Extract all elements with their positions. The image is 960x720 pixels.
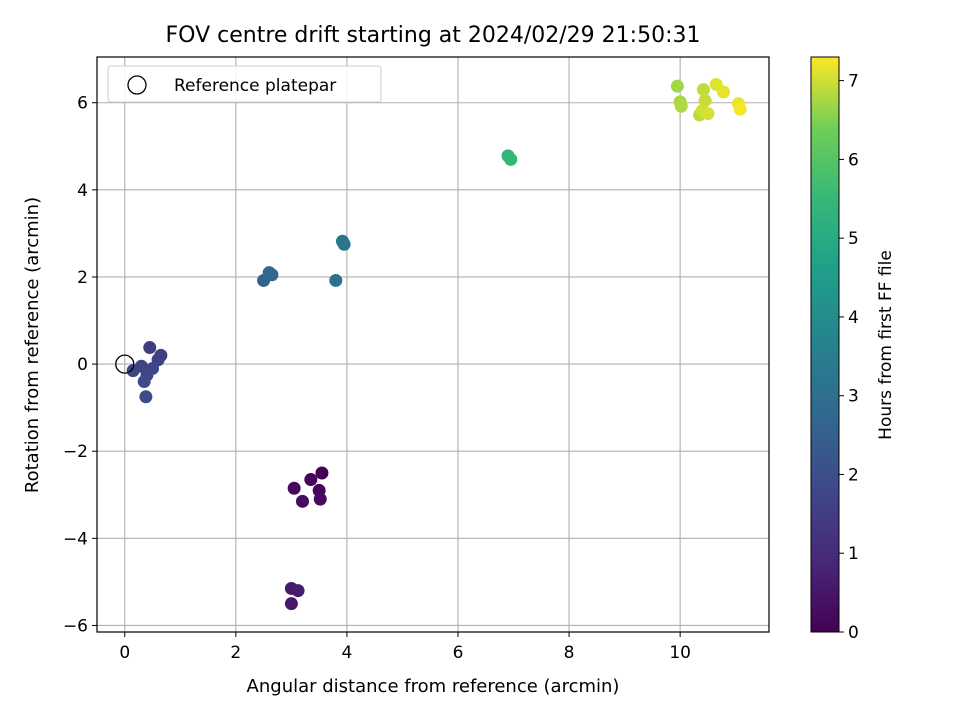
x-tick-label: 6 [453, 643, 464, 663]
data-point [137, 375, 151, 389]
grid-lines [97, 57, 769, 632]
data-point [337, 237, 351, 251]
colorbar-tick-label: 5 [848, 229, 859, 249]
data-point [313, 492, 327, 506]
data-point [670, 79, 684, 93]
x-tick-label: 0 [119, 643, 130, 663]
y-tick-label: −6 [63, 616, 88, 636]
colorbar-tick-label: 6 [848, 150, 859, 170]
x-tick-label: 2 [230, 643, 241, 663]
colorbar-tick-label: 3 [848, 387, 859, 407]
y-tick-label: 6 [77, 94, 88, 114]
legend-label: Reference platepar [174, 76, 336, 96]
data-point [265, 268, 279, 282]
data-point [139, 390, 153, 404]
x-axis-label: Angular distance from reference (arcmin) [247, 676, 620, 697]
data-point [284, 597, 298, 611]
colorbar-label: Hours from first FF file [876, 250, 896, 440]
data-point [291, 584, 305, 598]
x-tick-label: 10 [669, 643, 691, 663]
data-point [733, 102, 747, 116]
data-point [329, 273, 343, 287]
y-tick-label: 2 [77, 268, 88, 288]
data-point [698, 94, 712, 108]
colorbar-ticks: 0 1 2 3 4 5 6 7 [839, 72, 859, 643]
reference-marker-layer [115, 354, 135, 374]
colorbar-tick-label: 7 [848, 72, 859, 92]
y-tick-label: 0 [77, 355, 88, 375]
legend-reference-marker [127, 75, 147, 95]
colorbar-gradient [810, 56, 840, 633]
data-point [315, 466, 329, 480]
chart-title: FOV centre drift starting at 2024/02/29 … [166, 23, 701, 48]
colorbar-tick-label: 1 [848, 544, 859, 564]
data-point [295, 494, 309, 508]
colorbar-tick-label: 2 [848, 465, 859, 485]
x-axis-ticks: 0 2 4 6 8 10 [119, 632, 691, 663]
colorbar: 0 1 2 3 4 5 6 7 Hours from first FF file [810, 56, 896, 643]
data-points [126, 77, 747, 611]
data-point [674, 99, 688, 113]
colorbar-tick-label: 0 [848, 623, 859, 643]
legend-box [107, 65, 382, 103]
data-point [287, 481, 301, 495]
colorbar-tick-label: 4 [848, 308, 859, 328]
data-point [504, 152, 518, 166]
y-tick-label: −2 [63, 442, 88, 462]
y-axis-label: Rotation from reference (arcmin) [22, 197, 43, 493]
data-point [696, 83, 710, 97]
x-tick-label: 8 [564, 643, 575, 663]
data-point [701, 107, 715, 121]
legend: Reference platepar [107, 65, 382, 103]
y-axis-ticks: −6 −4 −2 0 2 4 6 [63, 94, 97, 636]
y-tick-label: −4 [63, 529, 88, 549]
y-tick-label: 4 [77, 181, 88, 201]
x-tick-label: 4 [342, 643, 353, 663]
data-point [716, 85, 730, 99]
plot-frame [96, 56, 770, 633]
data-point [304, 473, 318, 487]
reference-platepar-marker [115, 354, 135, 374]
data-point [143, 341, 157, 355]
